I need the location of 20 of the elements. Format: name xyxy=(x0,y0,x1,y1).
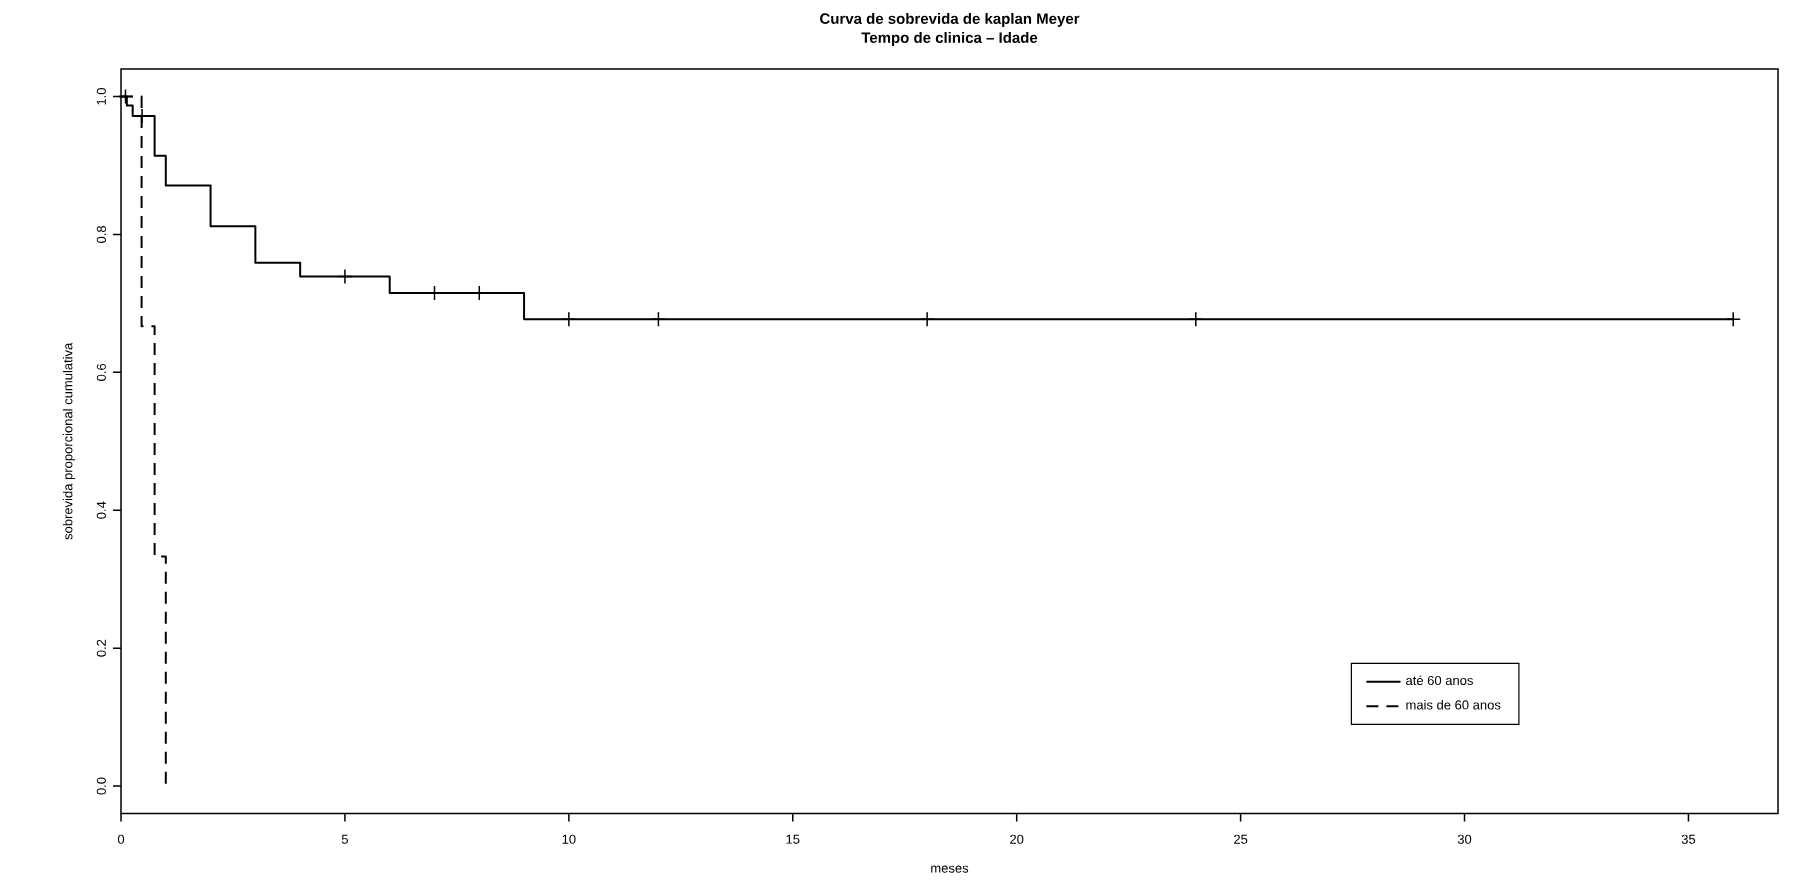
x-axis-title: meses xyxy=(931,865,969,873)
legend-label: mais de 60 anos xyxy=(1406,699,1501,710)
y-tick-label: 0.2 xyxy=(96,639,106,657)
y-tick-label: 0.4 xyxy=(96,501,106,519)
x-tick-label: 20 xyxy=(1010,834,1024,844)
x-tick-label: 30 xyxy=(1457,834,1472,844)
x-tick-label: 0 xyxy=(117,834,125,844)
y-tick-label: 0.8 xyxy=(96,226,106,243)
x-tick-label: 25 xyxy=(1234,834,1248,844)
x-tick-label: 35 xyxy=(1681,834,1696,844)
y-tick-label: 1.0 xyxy=(96,88,106,105)
x-tick-label: 10 xyxy=(562,834,576,844)
x-tick-label: 15 xyxy=(786,834,800,844)
chart-subtitle: Tempo de clinica – Idade xyxy=(861,31,1038,46)
y-tick-label: 0.6 xyxy=(96,363,106,381)
y-tick-label: 0.0 xyxy=(96,777,106,795)
legend-label: até 60 anos xyxy=(1406,675,1473,686)
y-axis-title: sobrevida proporcional cumulativa xyxy=(62,342,76,540)
chart-title: Curva de sobrevida de kaplan Meyer xyxy=(820,12,1080,27)
x-tick-label: 5 xyxy=(341,834,348,844)
